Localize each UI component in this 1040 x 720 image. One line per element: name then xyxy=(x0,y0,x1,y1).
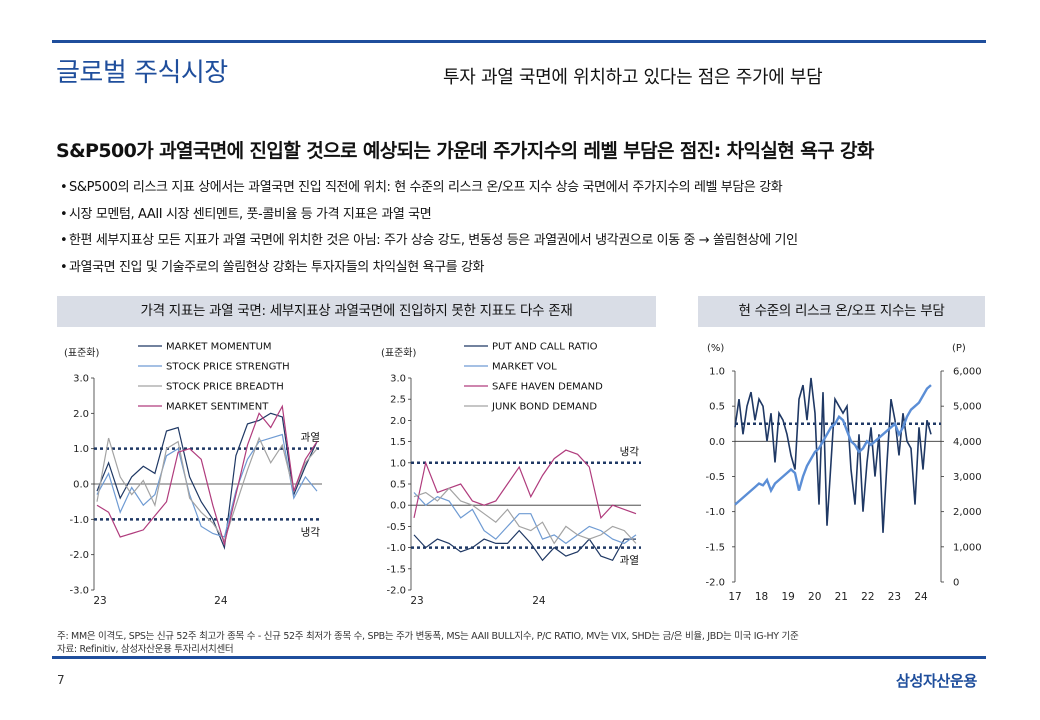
series-line xyxy=(96,404,318,547)
x-tick-label: 24 xyxy=(214,595,228,607)
legend-label: PUT AND CALL RATIO xyxy=(492,342,598,353)
y-tick-label: 1.0 xyxy=(73,444,89,455)
x-tick-label: 19 xyxy=(781,591,794,603)
y-tick-label: 1.0 xyxy=(709,367,725,378)
top-rule xyxy=(52,40,986,43)
headline: S&P500가 과열국면에 진입할 것으로 예상되는 가운데 주가지수의 레벨 … xyxy=(56,140,874,162)
bottom-rule xyxy=(52,656,986,659)
bullet-item: • 시장 모멘텀, AAII 시장 센티멘트, 풋-콜비율 등 가격 지표은 과열… xyxy=(60,205,798,232)
legend-label: MARKET MOMENTUM xyxy=(166,342,272,353)
y-tick-label: 0.0 xyxy=(709,437,725,448)
unit-label: (%) xyxy=(707,343,724,354)
threshold-label: 냉각 xyxy=(301,526,321,538)
y-tick-label: -1.0 xyxy=(69,515,89,526)
bullet-item: • 과열국면 진입 및 기술주로의 쏠림현상 강화는 투자자들의 차익실현 욕구를… xyxy=(60,258,798,285)
series-line xyxy=(96,412,318,550)
series-line xyxy=(734,377,932,533)
x-tick-label: 17 xyxy=(728,591,741,603)
y-tick-label: 1.0 xyxy=(390,458,406,469)
x-tick-label: 21 xyxy=(835,591,848,603)
y-tick-label: 2.0 xyxy=(390,416,406,427)
company-logo: 삼성자산운용 xyxy=(896,672,978,690)
bullet-dot: • xyxy=(60,233,68,248)
y-tick-label: -1.5 xyxy=(705,542,725,553)
y-tick-label: 3.0 xyxy=(73,374,89,385)
y-tick-label: 0.5 xyxy=(390,480,406,491)
series-line xyxy=(413,449,637,520)
series-line xyxy=(96,436,318,542)
legend-label: JUNK BOND DEMAND xyxy=(491,402,597,413)
source-note: 자료: Refinitiv, 삼성자산운용 투자리서치센터 xyxy=(57,644,234,655)
y-tick-label: -1.5 xyxy=(386,564,406,575)
x-tick-label: 24 xyxy=(532,595,546,607)
y-tick-label: -2.0 xyxy=(69,550,89,561)
y-tick-label: 2.0 xyxy=(73,409,89,420)
y-tick-label: 1,000 xyxy=(953,542,982,553)
x-tick-label: 22 xyxy=(861,591,874,603)
y-tick-label: -1.0 xyxy=(386,543,406,554)
y-tick-label: -3.0 xyxy=(69,586,89,597)
legend-label: STOCK PRICE STRENGTH xyxy=(166,362,290,373)
legend-label: MARKET VOL xyxy=(492,362,557,373)
y-tick-label: 0 xyxy=(953,578,959,589)
x-tick-label: 23 xyxy=(93,595,106,607)
panel-header-left: 가격 지표는 과열 국면: 세부지표상 과열국면에 진입하지 못한 지표도 다수… xyxy=(57,296,656,327)
y-tick-label: 4,000 xyxy=(953,437,982,448)
bullet-text: 과열국면 진입 및 기술주로의 쏠림현상 강화는 투자자들의 차익실현 욕구를 … xyxy=(69,259,485,275)
bullet-item: • S&P500의 리스크 지표 상에서는 과열국면 진입 직전에 위치: 현 수… xyxy=(60,178,798,205)
x-tick-label: 23 xyxy=(410,595,423,607)
y-tick-label: -0.5 xyxy=(705,472,725,483)
y-tick-label: 0.0 xyxy=(73,480,89,491)
x-tick-label: 24 xyxy=(914,591,928,603)
page-subtitle: 투자 과열 국면에 위치하고 있다는 점은 주가에 부담 xyxy=(443,67,823,88)
x-tick-label: 20 xyxy=(808,591,821,603)
y-tick-label: 3.0 xyxy=(390,374,406,385)
bullet-text: 시장 모멘텀, AAII 시장 센티멘트, 풋-콜비율 등 가격 지표은 과열 … xyxy=(69,206,432,222)
y-tick-label: -0.5 xyxy=(386,522,406,533)
bullet-list: • S&P500의 리스크 지표 상에서는 과열국면 진입 직전에 위치: 현 수… xyxy=(60,178,798,284)
series-line xyxy=(413,487,637,545)
bullet-item: • 한편 세부지표상 모든 지표가 과열 국면에 위치한 것은 아님: 주가 상승… xyxy=(60,231,798,258)
page-number: 7 xyxy=(57,673,65,687)
y-tick-label: 1.5 xyxy=(390,437,406,448)
unit-label: (표준화) xyxy=(381,347,417,359)
bullet-text: 한편 세부지표상 모든 지표가 과열 국면에 위치한 것은 아님: 주가 상승 … xyxy=(69,233,798,248)
page-title: 글로벌 주식시장 xyxy=(56,58,228,88)
series-line xyxy=(413,492,637,545)
bullet-dot: • xyxy=(60,206,68,222)
panel-header-right: 현 수준의 리스크 온/오프 지수는 부담 xyxy=(698,296,985,327)
unit-label: (P) xyxy=(952,343,966,354)
legend-label: MARKET SENTIMENT xyxy=(166,402,269,413)
footnote: 주: MM은 이격도, SPS는 신규 52주 최고가 종목 수 - 신규 52… xyxy=(57,631,799,642)
x-tick-label: 23 xyxy=(888,591,901,603)
y-tick-label: 6,000 xyxy=(953,367,982,378)
y-tick-label: 2.5 xyxy=(390,395,406,406)
y-tick-label: 3,000 xyxy=(953,472,982,483)
bullet-dot: • xyxy=(60,180,68,195)
x-tick-label: 18 xyxy=(755,591,768,603)
y-tick-label: -2.0 xyxy=(386,586,406,597)
y-tick-label: 0.0 xyxy=(390,501,406,512)
threshold-label: 과열 xyxy=(301,432,320,444)
series-line xyxy=(96,433,318,538)
y-tick-label: -1.0 xyxy=(705,507,725,518)
legend-label: STOCK PRICE BREADTH xyxy=(166,382,284,393)
bullet-text: S&P500의 리스크 지표 상에서는 과열국면 진입 직전에 위치: 현 수준… xyxy=(69,180,783,195)
bullet-dot: • xyxy=(60,259,68,275)
series-line xyxy=(734,384,932,506)
legend-label: SAFE HAVEN DEMAND xyxy=(492,382,603,393)
y-tick-label: 2,000 xyxy=(953,507,982,518)
y-tick-label: 5,000 xyxy=(953,402,982,413)
y-tick-label: 0.5 xyxy=(709,402,725,413)
series-line xyxy=(413,529,636,562)
unit-label: (표준화) xyxy=(64,347,100,359)
y-tick-label: -2.0 xyxy=(705,578,725,589)
threshold-label: 과열 xyxy=(620,555,639,567)
threshold-label: 냉각 xyxy=(620,446,640,458)
